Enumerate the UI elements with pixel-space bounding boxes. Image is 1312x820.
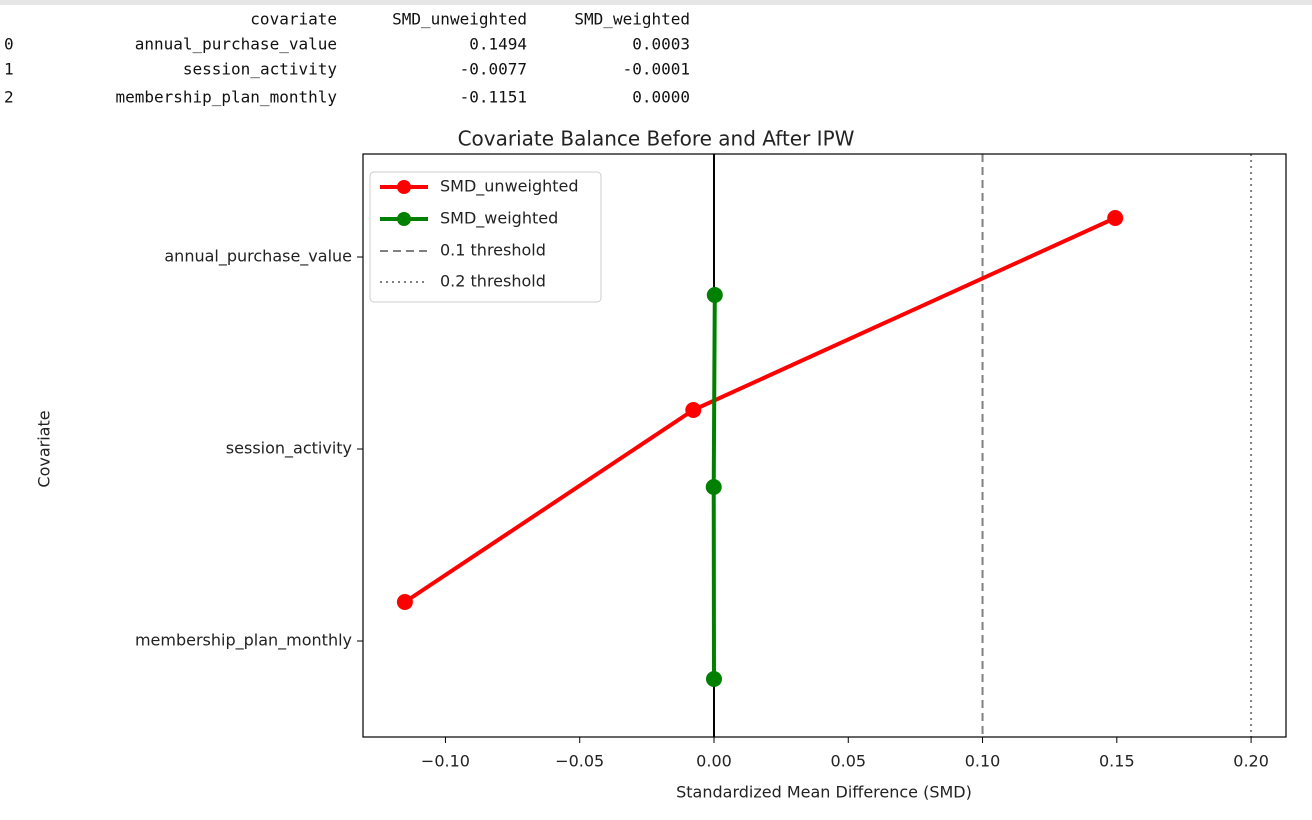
chart-title: Covariate Balance Before and After IPW [458,127,855,151]
y-tick-label: membership_plan_monthly [135,631,352,651]
data-point [705,671,722,687]
table-cell: membership_plan_monthly [115,88,337,107]
plot-frame [362,153,1287,738]
x-axis-label: Standardized Mean Difference (SMD) [676,783,972,802]
column-header: SMD_unweighted [392,10,527,29]
y-tick-label: session_activity [226,439,352,459]
legend-marker [397,212,411,226]
legend: SMD_unweighted SMD_weighted 0.1 threshold 0… [369,171,602,303]
legend-label: 0.1 threshold [440,241,546,260]
row-index: 1 [4,60,14,79]
table-cell: 0.0000 [632,88,690,107]
table-cell: 0.0003 [632,35,690,54]
table-cell: annual_purchase_value [135,35,337,54]
legend-label: SMD_unweighted [440,177,579,197]
x-tick-label: 0.20 [1233,752,1269,771]
table-cell: -0.0001 [623,60,690,79]
table-cell: -0.1151 [460,88,527,107]
table-cell: 0.1494 [469,35,527,54]
x-tick-label: 0.15 [1099,752,1135,771]
legend-box [369,171,602,303]
column-header: covariate [250,10,337,29]
legend-marker [397,180,411,194]
x-tick-label: 0.00 [696,752,732,771]
y-tick-label: annual_purchase_value [164,247,352,267]
x-tick-label: 0.05 [830,752,866,771]
column-header: SMD_weighted [574,10,690,29]
table-cell: session_activity [183,60,337,79]
legend-label: SMD_weighted [440,209,558,229]
x-tick-label: −0.10 [421,752,470,771]
data-point [706,287,723,303]
data-point [1107,210,1124,226]
legend-label: 0.2 threshold [440,272,546,291]
row-index: 0 [4,35,14,54]
data-point [396,594,413,610]
data-point [705,479,722,495]
cell-border [0,0,1312,5]
data-point [685,402,702,418]
x-tick-label: −0.05 [555,752,604,771]
y-axis-label: Covariate [35,410,54,487]
x-tick-label: 0.10 [965,752,1001,771]
row-index: 2 [4,88,14,107]
table-cell: -0.0077 [460,60,527,79]
